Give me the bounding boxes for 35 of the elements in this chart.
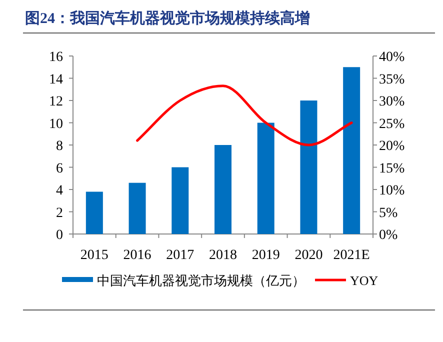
x-tick-label: 2018 xyxy=(209,248,237,263)
chart-title: 图24：我国汽车机器视觉市场规模持续高增 xyxy=(25,9,310,27)
x-tick-label: 2021E xyxy=(333,248,370,263)
y-tick-label: 12 xyxy=(49,94,63,110)
y2-tick-label: 40% xyxy=(379,50,405,65)
y-tick-label: 0 xyxy=(56,228,63,243)
bar xyxy=(172,167,189,234)
bar xyxy=(128,182,146,234)
x-tick-label: 2019 xyxy=(252,248,280,263)
y-tick-label: 8 xyxy=(56,139,63,154)
y-tick-label: 16 xyxy=(49,50,63,65)
x-tick-label: 2016 xyxy=(123,248,152,263)
bar xyxy=(257,122,274,234)
y2-tick-label: 15% xyxy=(379,161,405,176)
bar xyxy=(300,100,318,234)
legend-label: YOY xyxy=(350,273,379,288)
legend-label: 中国汽车机器视觉市场规模（亿元） xyxy=(97,273,305,288)
x-tick-label: 2020 xyxy=(294,248,323,263)
y2-tick-label: 0% xyxy=(379,228,398,243)
bar xyxy=(214,145,232,234)
y2-tick-label: 35% xyxy=(379,72,405,88)
y2-tick-label: 30% xyxy=(379,94,405,110)
y2-tick-label: 25% xyxy=(379,116,405,132)
y-tick-label: 4 xyxy=(56,184,63,198)
y-tick-label: 6 xyxy=(56,161,63,176)
y2-tick-label: 5% xyxy=(379,206,398,221)
y-tick-label: 10 xyxy=(49,116,63,132)
x-tick-label: 2017 xyxy=(166,248,194,263)
y2-tick-label: 20% xyxy=(379,139,405,154)
bar xyxy=(86,192,103,234)
y-tick-label: 2 xyxy=(56,206,63,221)
y-tick-label: 14 xyxy=(49,72,63,88)
x-tick-label: 2015 xyxy=(80,248,108,263)
y2-tick-label: 10% xyxy=(379,184,405,198)
bar xyxy=(343,67,360,234)
